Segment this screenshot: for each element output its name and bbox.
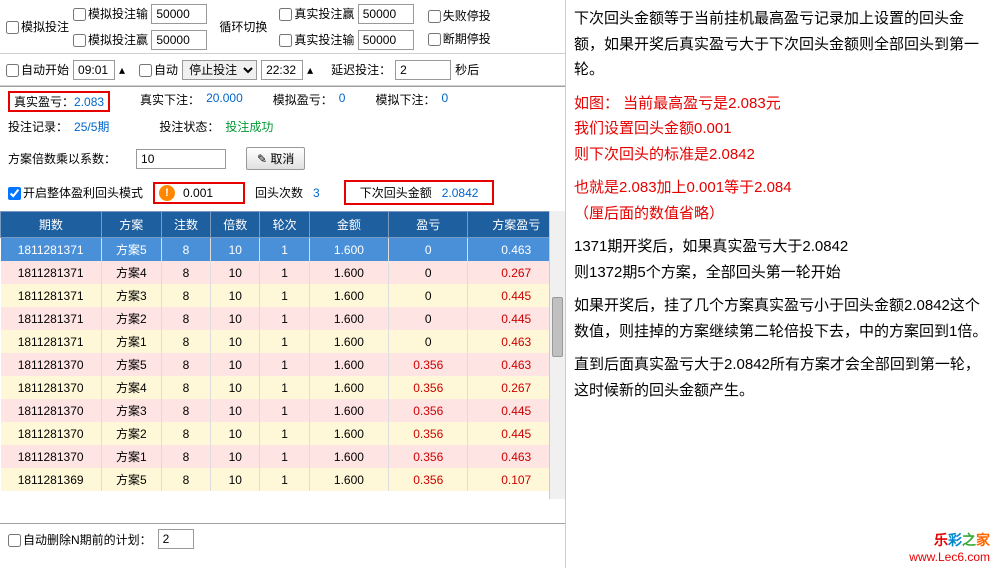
scrollbar-thumb[interactable] — [552, 297, 563, 357]
sim-bet-win-checkbox[interactable]: 模拟投注赢 — [73, 33, 148, 47]
sim-bet-checkbox[interactable]: 模拟投注 — [6, 18, 69, 35]
mult-input[interactable] — [136, 149, 226, 169]
sim-pl-value: 0 — [339, 91, 346, 112]
mult-label: 方案倍数乘以系数： — [8, 150, 116, 167]
table-row[interactable]: 1811281371方案581011.60000.463 — [1, 238, 565, 262]
sim-bet-value: 0 — [441, 91, 448, 112]
table-row[interactable]: 1811281370方案281011.6000.3560.445 — [1, 422, 565, 445]
return-amount-input[interactable] — [179, 184, 239, 202]
scrollbar[interactable] — [549, 211, 565, 499]
real-pl-value: 2.083 — [74, 95, 104, 109]
table-header[interactable]: 金额 — [309, 212, 388, 238]
explanation-text: 下次回头金额等于当前挂机最高盈亏记录加上设置的回头金额，如果开奖后真实盈亏大于下… — [574, 6, 992, 403]
table-row[interactable]: 1811281371方案381011.60000.445 — [1, 284, 565, 307]
table-header[interactable]: 盈亏 — [389, 212, 468, 238]
cancel-button[interactable]: ✎ 取消 — [246, 147, 305, 170]
auto-delete-input[interactable] — [158, 529, 194, 549]
table-row[interactable]: 1811281370方案181011.6000.3560.463 — [1, 445, 565, 468]
spinner-icon[interactable]: ▴ — [119, 63, 125, 77]
return-val-highlight: ! — [153, 182, 245, 204]
next-return-value: 2.0842 — [442, 186, 479, 200]
table-row[interactable]: 1811281369方案581011.6000.3560.107 — [1, 468, 565, 491]
delay-input[interactable] — [395, 60, 451, 80]
break-stop-checkbox[interactable]: 断期停投 — [428, 30, 491, 47]
bet-record-value: 25/5期 — [74, 118, 109, 135]
table-row[interactable]: 1811281371方案181011.60000.463 — [1, 330, 565, 353]
real-bet-value: 20.000 — [206, 91, 243, 112]
real-bet-win-input[interactable] — [358, 4, 414, 24]
end-time-input[interactable] — [261, 60, 303, 80]
next-return-highlight: 下次回头金额 2.0842 — [344, 180, 495, 205]
table-row[interactable]: 1811281370方案481011.6000.3560.267 — [1, 376, 565, 399]
return-count-value: 3 — [313, 186, 320, 200]
table-header[interactable]: 倍数 — [211, 212, 260, 238]
table-header[interactable]: 方案 — [101, 212, 161, 238]
real-bet-win-checkbox[interactable]: 真实投注赢 — [279, 7, 354, 21]
table-row[interactable]: 1811281371方案481011.60000.267 — [1, 261, 565, 284]
bet-status-value: 投注成功 — [225, 118, 273, 135]
auto-checkbox[interactable]: 自动 — [139, 61, 178, 78]
sim-bet-lose-checkbox[interactable]: 模拟投注输 — [73, 7, 148, 21]
fail-stop-checkbox[interactable]: 失败停投 — [428, 7, 491, 24]
enable-return-checkbox[interactable]: 开启整体盈利回头模式 — [8, 184, 143, 201]
real-pl-highlight: 真实盈亏： 2.083 — [8, 91, 110, 112]
loop-switch-label: 循环切换 — [219, 18, 267, 35]
auto-start-checkbox[interactable]: 自动开始 — [6, 61, 69, 78]
table-row[interactable]: 1811281370方案581011.6000.3560.463 — [1, 353, 565, 376]
sim-bet-win-input[interactable] — [151, 30, 207, 50]
table-header[interactable]: 注数 — [161, 212, 210, 238]
real-bet-lose-checkbox[interactable]: 真实投注输 — [279, 33, 354, 47]
warning-icon: ! — [159, 185, 175, 201]
sim-bet-lose-input[interactable] — [151, 4, 207, 24]
sec-after-label: 秒后 — [455, 61, 479, 78]
spinner-icon[interactable]: ▴ — [307, 63, 313, 77]
table-row[interactable]: 1811281371方案281011.60000.445 — [1, 307, 565, 330]
table-header[interactable]: 期数 — [1, 212, 102, 238]
stop-bet-select[interactable]: 停止投注 — [182, 60, 257, 80]
table-row[interactable]: 1811281370方案381011.6000.3560.445 — [1, 399, 565, 422]
real-bet-lose-input[interactable] — [358, 30, 414, 50]
delay-bet-label: 延迟投注： — [331, 61, 391, 78]
table-header[interactable]: 轮次 — [260, 212, 309, 238]
data-table: 期数方案注数倍数轮次金额盈亏方案盈亏 1811281371方案581011.60… — [0, 211, 565, 491]
auto-delete-checkbox[interactable]: 自动删除N期前的计划： — [8, 531, 152, 548]
logo: 乐彩之家 www.Lec6.com — [909, 530, 990, 564]
start-time-input[interactable] — [73, 60, 115, 80]
